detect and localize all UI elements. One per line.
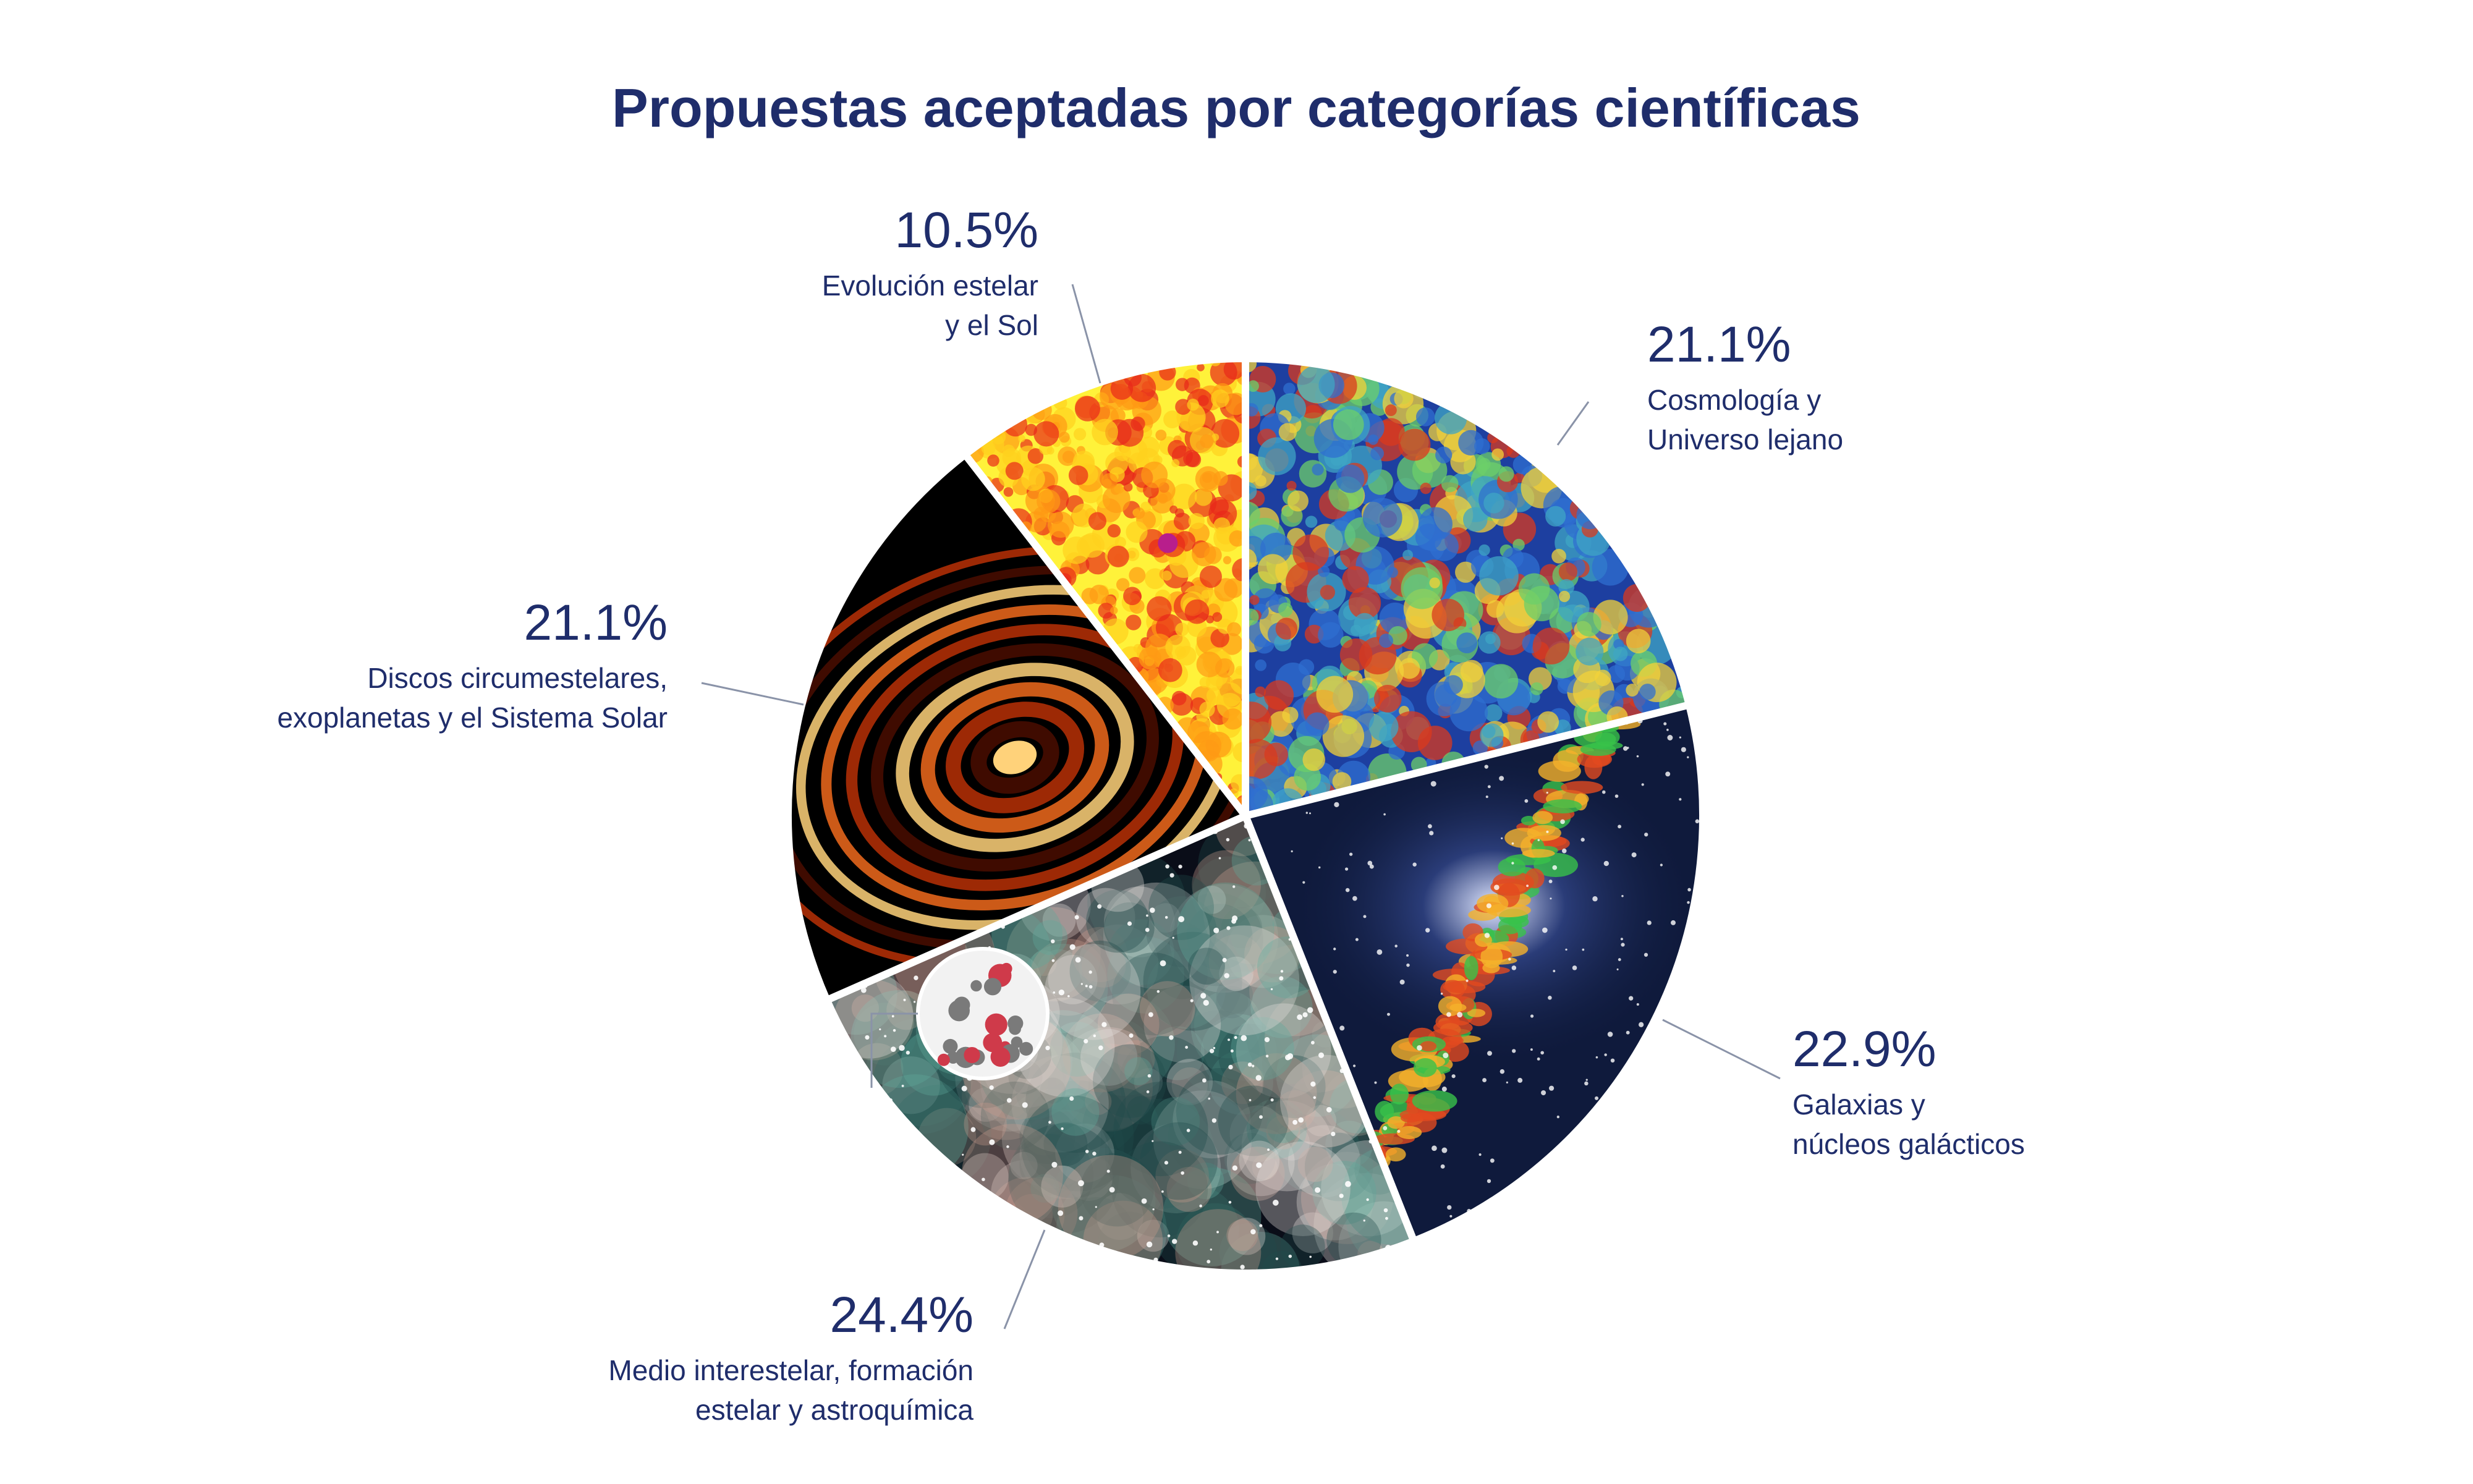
slice-category-label: Cosmología y: [1647, 384, 1821, 416]
slice-category-label: Evolución estelar: [822, 269, 1038, 302]
slice-label: 21.1% Cosmología y Universo lejano: [1556, 316, 1843, 456]
slice-border: [960, 354, 1249, 827]
leader-line: [1003, 1229, 1046, 1329]
slice-texture: [826, 816, 1414, 1273]
slice-category-label: Galaxias y: [1792, 1088, 1925, 1121]
slice-percentage: 10.5%: [894, 202, 1038, 258]
leader-line: [1556, 401, 1590, 446]
slice-percentage: 22.9%: [1792, 1021, 1936, 1077]
slice-percentage: 21.1%: [524, 595, 668, 651]
slice-category-label: y el Sol: [945, 309, 1038, 341]
pie-slice-nebula-with-molecule-inset: [821, 810, 1419, 1277]
slice-base: [826, 816, 1414, 1273]
slice-labels: 21.1% Cosmología y Universo lejano 22.9% Gal…: [277, 202, 2024, 1426]
slice-category-label: exoplanetas y el Sistema Solar: [277, 702, 668, 734]
slice-category-label: Medio interestelar, formación: [608, 1354, 974, 1386]
slice-label: 22.9% Galaxias y núcleos galácticos: [1662, 1019, 2025, 1160]
leader-line: [1071, 284, 1101, 384]
slice-category-label: Universo lejano: [1647, 423, 1843, 456]
molecule-inset: [870, 947, 1050, 1088]
slice-texture: [965, 358, 1245, 815]
slice-label: 21.1% Discos circumestelares, exoplanetas …: [277, 595, 804, 734]
chart-title: Propuestas aceptadas por categorías cien…: [612, 77, 1860, 138]
slice-border: [1240, 700, 1707, 1246]
leader-line: [701, 682, 804, 706]
slice-percentage: 21.1%: [1647, 316, 1791, 373]
slice-label: 10.5% Evolución estelar y el Sol: [822, 202, 1101, 384]
pie-slices: [784, 354, 1707, 1277]
slice-category-label: estelar y astroquímica: [695, 1394, 974, 1426]
slice-border: [1242, 354, 1694, 821]
slice-category-label: Discos circumestelares,: [367, 662, 668, 694]
slice-percentage: 24.4%: [829, 1287, 974, 1343]
slice-texture: [1245, 358, 1688, 816]
slice-category-label: núcleos galácticos: [1792, 1128, 2025, 1160]
slice-border: [821, 810, 1419, 1277]
pie-slice-solar-surface-map: [960, 354, 1249, 827]
leader-line: [1662, 1019, 1781, 1080]
pie-slice-cosmic-microwave-background-map: [1242, 354, 1694, 821]
slice-label: 24.4% Medio interestelar, formación estela…: [608, 1229, 1046, 1426]
